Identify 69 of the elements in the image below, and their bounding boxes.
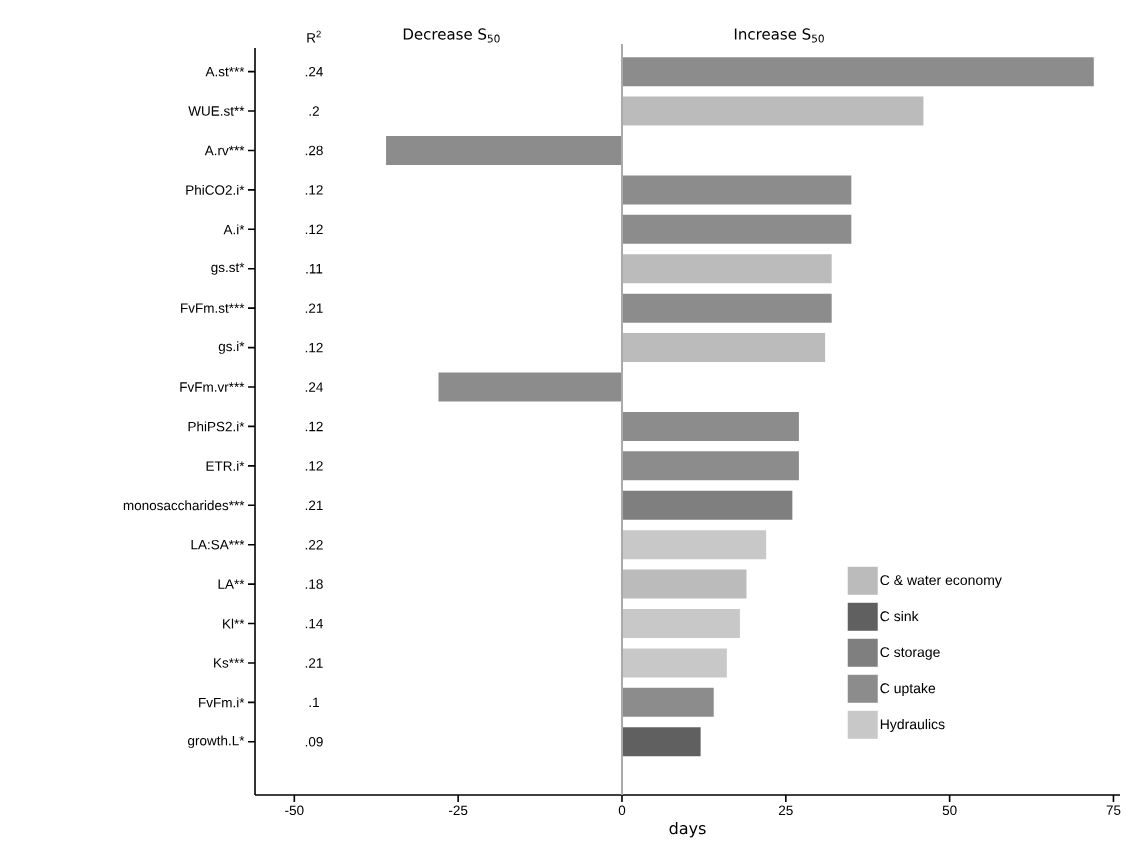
bar <box>621 411 799 441</box>
y-tick-label: A.st*** <box>205 66 245 77</box>
text: Increase S$_{50}$ <box>734 28 824 43</box>
annotation: .12 <box>305 185 323 195</box>
y-tick-label: A.i* <box>223 224 245 235</box>
legend-label: Hydraulics <box>880 718 945 732</box>
y-tick-label: A.rv*** <box>204 145 245 156</box>
y-tick-label: FvFm.i* <box>199 697 245 708</box>
y-tick-label: FvFm.vr*** <box>180 382 245 392</box>
annotation: .11 <box>306 264 323 274</box>
annotation: .18 <box>305 579 323 589</box>
y-tick-label: FvFm.st*** <box>181 303 245 313</box>
bar <box>621 727 701 757</box>
y-tick-label: Ks*** <box>214 658 245 668</box>
bar <box>621 569 747 599</box>
legend-label: C sink <box>880 610 919 622</box>
bar <box>621 609 740 639</box>
annotation: .21 <box>305 658 323 668</box>
x-tick-label: 75 <box>1106 805 1121 815</box>
bar <box>621 687 714 717</box>
annotation: .12 <box>305 224 323 235</box>
annotation: .2 <box>309 106 319 116</box>
x-tick-label: -50 <box>285 805 304 816</box>
bar <box>621 451 799 481</box>
bar <box>621 293 832 323</box>
y-tick-label: PhiCO2.i* <box>186 184 245 195</box>
annotation: .12 <box>305 461 323 471</box>
legend-label: C uptake <box>880 682 936 696</box>
y-tick-label: gs.i* <box>218 341 245 354</box>
annotation: .21 <box>305 500 323 510</box>
bar <box>621 648 727 678</box>
legend-label: C storage <box>880 647 940 660</box>
annotation: .24 <box>305 66 323 77</box>
y-tick-label: gs.st* <box>211 262 245 275</box>
y-tick-label: LA:SA*** <box>191 539 245 550</box>
annotation: .12 <box>305 342 323 353</box>
bar <box>621 254 832 284</box>
bar <box>621 57 1094 87</box>
bar <box>621 490 793 520</box>
x-tick-label: 0 <box>618 805 626 816</box>
annotation: .22 <box>305 539 323 550</box>
text: Decrease S$_{50}$ <box>403 28 500 43</box>
bar <box>438 372 622 402</box>
y-tick-label: WUE.st** <box>188 106 245 116</box>
annotation: .09 <box>305 737 323 747</box>
bar <box>621 96 924 126</box>
annotation: .12 <box>305 421 323 432</box>
y-tick-label: Kl** <box>223 618 245 629</box>
text: R$^{2}$ <box>307 30 321 43</box>
annotation: .14 <box>305 618 323 629</box>
bar <box>621 530 767 560</box>
x-tick-label: 50 <box>942 805 957 816</box>
bar <box>386 135 622 165</box>
x-axis-title: days <box>669 821 706 838</box>
x-tick-label: -25 <box>448 805 468 816</box>
y-tick-label: PhiPS2.i* <box>188 421 245 432</box>
bar <box>621 214 852 244</box>
bar <box>621 175 852 205</box>
annotation: .1 <box>309 697 319 707</box>
y-tick-label: monosaccharides*** <box>123 500 245 511</box>
bar <box>621 333 826 363</box>
legend-label: C & water economy <box>880 575 1002 588</box>
annotation: .28 <box>305 145 323 156</box>
annotation: .21 <box>305 303 323 313</box>
annotation: .24 <box>305 382 323 392</box>
y-tick-label: ETR.i* <box>206 460 245 471</box>
y-tick-label: growth.L* <box>188 735 245 749</box>
y-tick-label: LA** <box>218 579 245 589</box>
x-tick-label: 25 <box>778 805 793 816</box>
